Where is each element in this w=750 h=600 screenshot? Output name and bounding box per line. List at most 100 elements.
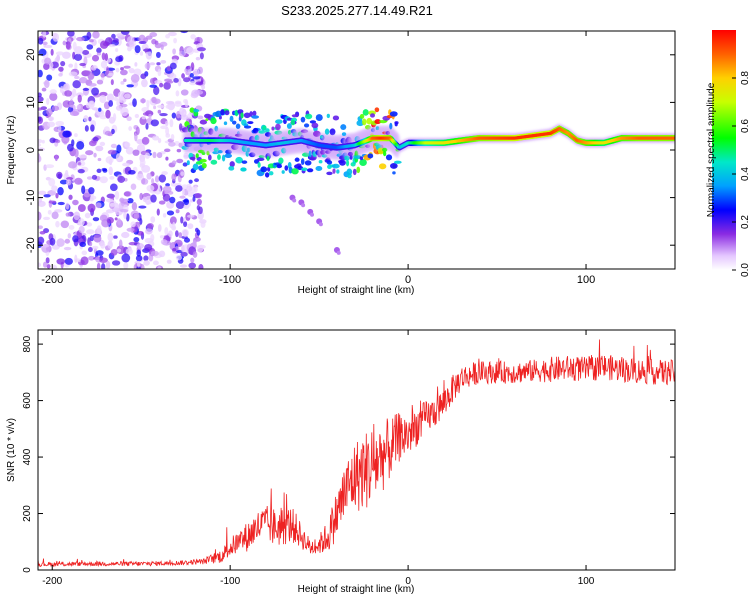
spectrogram-signal-cell (359, 156, 364, 161)
spectrogram-noise-cell (136, 249, 141, 257)
spectrogram-noise-cell (183, 204, 190, 209)
spectrogram-noise-cell (141, 136, 150, 145)
spectrogram-noise-cell (189, 73, 194, 78)
spectrogram-noise-cell (38, 92, 42, 98)
spectrogram-noise-cell (95, 145, 104, 152)
spectrogram-noise-cell (89, 100, 95, 108)
spectrogram-noise-cell (48, 200, 57, 204)
spectrogram-noise-cell (183, 237, 191, 243)
spectrogram-noise-cell (63, 246, 72, 251)
spectrogram-y-axis-label: Frequency (Hz) (6, 116, 17, 185)
spectrogram-signal-cell (303, 123, 310, 128)
spectrogram-noise-cell (82, 49, 90, 55)
spectrogram-noise-cell (136, 173, 145, 181)
spectrogram-noise-cell (150, 194, 157, 203)
spectrogram-noise-cell (74, 53, 83, 61)
spectrogram-noise-cell (78, 77, 88, 84)
spectrogram-signal-cell (275, 119, 283, 124)
spectrogram-noise-cell (104, 130, 112, 136)
spectrogram-noise-cell (43, 216, 51, 221)
spectrogram-signal-cell (389, 111, 398, 117)
spectrogram-noise-cell (92, 136, 99, 142)
spectrogram-noise-cell (78, 218, 85, 226)
spectrogram-signal-cell (235, 123, 241, 129)
spectrogram-noise-cell (65, 179, 72, 186)
spectrogram-signal-cell (385, 154, 393, 161)
spectrogram-noise-cell (146, 222, 154, 230)
spectrogram-noise-cell (128, 67, 135, 74)
spectrogram-noise-cell (117, 218, 122, 225)
spectrogram-noise-cell (169, 196, 176, 204)
spectrogram-signal-cell (262, 125, 267, 131)
spectrogram-noise-cell (112, 38, 119, 43)
spectrogram-signal-cell (189, 156, 196, 161)
spectrogram-noise-cell (182, 229, 188, 237)
spectrogram-noise-cell (78, 154, 88, 159)
spectrogram-noise-cell (91, 54, 100, 62)
spectrogram-signal-cell (301, 167, 308, 172)
spectrogram-noise-cell (100, 60, 108, 69)
spectrogram-noise-cell (152, 135, 160, 141)
spectrogram-noise-cell (111, 260, 121, 266)
spectrogram-noise-cell (135, 126, 140, 136)
spectrogram-signal-cell (224, 153, 232, 158)
spectrogram-noise-cell (79, 62, 86, 67)
spectrogram-noise-cell (119, 197, 125, 203)
spectrogram-noise-cell (194, 178, 199, 183)
spectrogram-noise-cell (90, 65, 97, 71)
spectrogram-noise-cell (146, 99, 150, 109)
spectrogram-noise-cell (117, 91, 127, 100)
spectrogram-noise-cell (95, 202, 102, 209)
spectrogram-noise-cell (165, 34, 170, 39)
spectrogram-y-tick-label: 0 (25, 147, 37, 153)
spectrogram-noise-cell (143, 48, 152, 52)
spectrogram-signal-cell (352, 168, 357, 176)
spectrogram-noise-cell (156, 152, 163, 159)
spectrogram-noise-cell (180, 31, 189, 34)
spectrogram-signal-cell (284, 165, 289, 171)
spectrogram-noise-cell (38, 107, 43, 111)
spectrogram-signal-cell (276, 164, 282, 169)
snr-x-tick-label: 0 (405, 576, 411, 587)
spectrogram-noise-cell (38, 96, 44, 103)
spectrogram-noise-cell (86, 222, 93, 227)
spectrogram-noise-cell (190, 257, 195, 263)
colorbar-tick-label: 0.4 (740, 167, 750, 181)
spectrogram-noise-cell (77, 168, 85, 174)
spectrogram-noise-cell (56, 238, 65, 247)
snr-y-tick-label: 600 (22, 392, 33, 409)
spectrogram-noise-cell (199, 52, 204, 60)
spectrogram-noise-cell (159, 82, 164, 88)
spectrogram-noise-cell (149, 32, 158, 38)
spectrogram-trail-cell (310, 212, 315, 217)
spectrogram-noise-cell (145, 50, 153, 60)
colorbar-tick-label: 0.0 (740, 263, 750, 277)
spectrogram-noise-cell (118, 239, 123, 249)
spectrogram-noise-cell (174, 101, 182, 107)
spectrogram-noise-cell (91, 174, 98, 180)
spectrogram-noise-cell (88, 82, 97, 87)
spectrogram-noise-cell (139, 217, 143, 225)
spectrogram-signal-cell (374, 119, 382, 125)
spectrogram-noise-cell (120, 103, 128, 108)
spectrogram-noise-cell (52, 264, 58, 269)
spectrogram-x-tick-label: -200 (41, 274, 63, 286)
spectrogram-noise-cell (158, 174, 167, 183)
spectrogram-noise-cell (138, 41, 147, 45)
spectrogram-noise-cell (153, 86, 160, 96)
spectrogram-noise-cell (178, 232, 183, 239)
spectrogram-noise-cell (74, 75, 80, 80)
spectrogram-noise-cell (141, 79, 148, 88)
spectrogram-noise-cell (126, 116, 132, 122)
spectrogram-noise-cell (169, 216, 177, 225)
spectrogram-noise-cell (181, 244, 185, 253)
spectrogram-noise-cell (76, 36, 85, 42)
spectrogram-signal-cell (240, 167, 247, 172)
spectrogram-noise-cell (57, 187, 64, 196)
spectrogram-noise-cell (80, 232, 87, 237)
spectrogram-signal-cell (394, 122, 398, 127)
spectrogram-noise-cell (55, 192, 59, 199)
spectrogram-noise-cell (114, 217, 118, 221)
spectrogram-noise-cell (175, 185, 183, 192)
